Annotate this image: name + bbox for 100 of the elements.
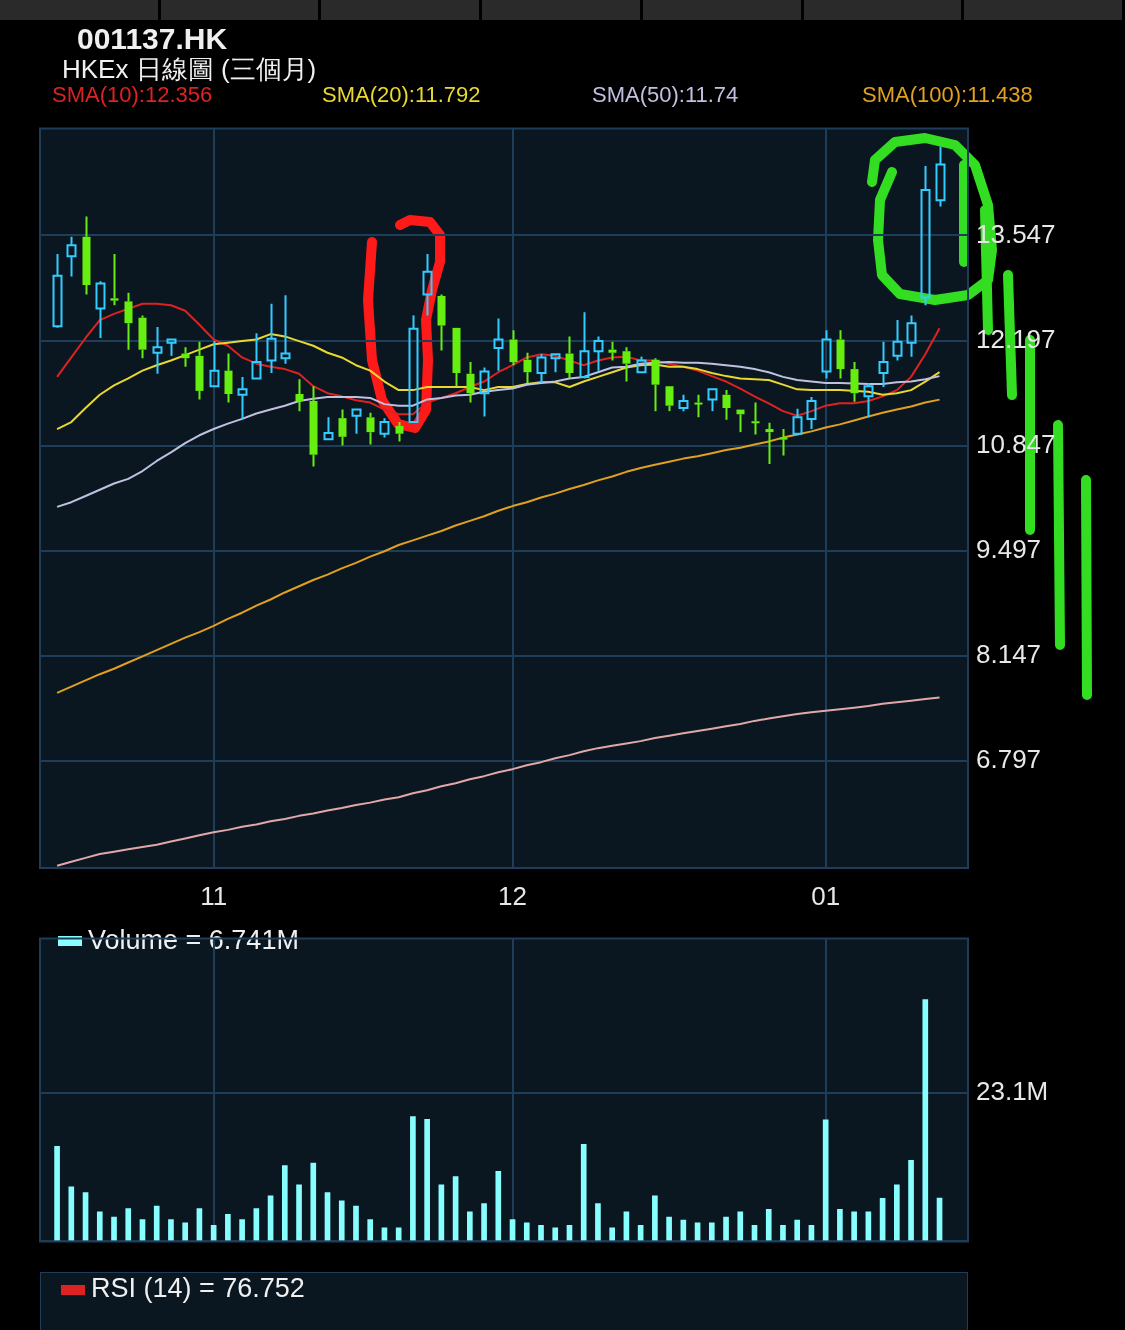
candlestick (751, 401, 760, 436)
candlestick (422, 252, 433, 317)
bar (182, 1222, 189, 1241)
bar (239, 1219, 245, 1241)
bar (552, 1227, 559, 1241)
candlestick (209, 340, 220, 388)
candlestick (437, 293, 446, 352)
candlestick (366, 411, 375, 446)
bar (523, 1222, 530, 1241)
text: SMA(50):11.74 (592, 82, 740, 108)
candlestick (665, 386, 674, 413)
text: SMA(100):11.438 (862, 82, 1034, 108)
candlestick (110, 252, 119, 307)
candlestick (878, 340, 889, 388)
candlestick (338, 408, 347, 447)
candlestick (579, 311, 590, 380)
bar (296, 1184, 302, 1241)
bar (652, 1195, 658, 1241)
bar (765, 1208, 772, 1241)
bar (54, 1145, 60, 1241)
candlestick (224, 352, 233, 404)
bar (395, 1227, 402, 1241)
candlestick (836, 329, 845, 380)
candlestick (509, 329, 518, 367)
candlestick (124, 291, 133, 351)
bar (538, 1225, 544, 1241)
candlestick (850, 361, 859, 403)
candlestick (593, 335, 604, 372)
bar (281, 1165, 288, 1241)
candlestick (550, 353, 561, 374)
candlestick (138, 314, 147, 360)
candlestick (906, 314, 917, 358)
bar (125, 1208, 132, 1241)
bar (467, 1211, 473, 1241)
text: SMA(20):11.792 (322, 82, 482, 108)
candlestick (266, 302, 277, 374)
candlestick (466, 361, 475, 404)
bar (68, 1186, 75, 1241)
candlestick (166, 338, 177, 357)
candlestick (608, 340, 617, 362)
bar (595, 1203, 601, 1241)
bar (780, 1225, 786, 1241)
candlestick (351, 408, 362, 435)
bar (609, 1227, 615, 1241)
candlestick (323, 416, 334, 441)
bar (908, 1160, 914, 1241)
bar (338, 1200, 345, 1241)
candlestick (651, 357, 660, 413)
candlestick (408, 314, 419, 424)
candlestick (565, 335, 574, 380)
candlestick (309, 385, 318, 468)
candlestick (237, 375, 248, 420)
candlestick (493, 317, 504, 372)
bar (723, 1216, 729, 1241)
bar (922, 999, 929, 1241)
candlestick (280, 294, 291, 365)
bar (96, 1211, 103, 1241)
candlestick (722, 389, 731, 421)
candlestick (195, 340, 204, 401)
chart-title: 001137.HK (77, 22, 228, 56)
bar (225, 1214, 231, 1241)
candlestick (694, 393, 703, 419)
candlestick (892, 319, 903, 362)
candlestick (82, 215, 91, 296)
bar (580, 1143, 587, 1241)
candlestick (52, 252, 63, 329)
y-tick-label: 6.797 (976, 744, 1042, 774)
text: RSI (14) = 76.752 (91, 1273, 305, 1304)
candlestick (523, 351, 532, 385)
bar (367, 1219, 374, 1241)
bar (737, 1211, 744, 1241)
candlestick (452, 327, 461, 388)
bar (894, 1184, 900, 1241)
bar (666, 1216, 672, 1241)
bar (495, 1170, 502, 1241)
candlestick (622, 346, 631, 383)
candlestick (863, 382, 874, 419)
y-tick-label: 9.497 (976, 533, 1042, 564)
x-tick-label: 12 (498, 880, 527, 911)
bar (153, 1205, 160, 1241)
candlestick (765, 421, 774, 466)
bar (481, 1203, 487, 1241)
bar (837, 1208, 843, 1241)
candlestick (295, 378, 304, 413)
bar (111, 1216, 117, 1241)
candlestick (395, 421, 404, 443)
candlestick (152, 326, 163, 375)
bar (168, 1219, 174, 1241)
candlestick (707, 388, 718, 413)
candlestick (95, 280, 106, 339)
x-tick-label: 01 (811, 880, 841, 911)
x-tick-label: 11 (200, 880, 228, 911)
bar (424, 1118, 430, 1241)
candlestick (920, 164, 931, 307)
bar (410, 1116, 416, 1241)
bar (310, 1162, 317, 1241)
candlestick (779, 428, 788, 457)
bar (794, 1219, 801, 1241)
candlestick (66, 235, 77, 278)
candlestick (935, 145, 946, 208)
